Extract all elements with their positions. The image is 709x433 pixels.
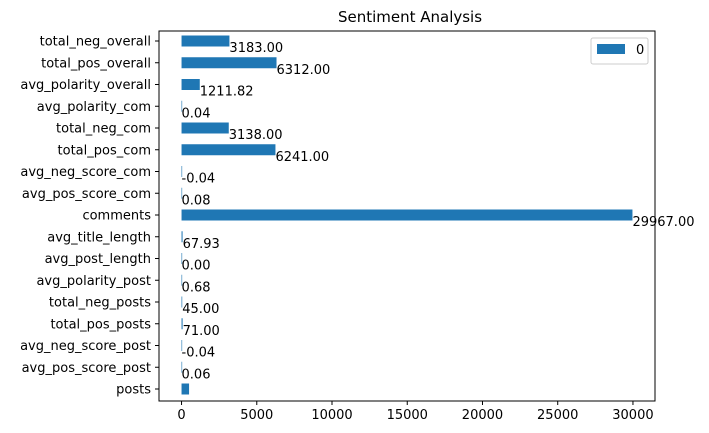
y-tick-label: total_pos_overall bbox=[41, 56, 151, 71]
y-tick-label: posts bbox=[116, 383, 151, 398]
bar-avg_polarity_post bbox=[181, 274, 183, 286]
legend-swatch bbox=[597, 44, 625, 54]
value-label: 6312.00 bbox=[277, 63, 331, 78]
legend: 0 bbox=[590, 37, 649, 65]
y-tick-label: avg_neg_score_com bbox=[20, 165, 151, 180]
y-tick-label: comments bbox=[82, 209, 151, 224]
bar-avg_neg_score_post bbox=[181, 340, 183, 351]
y-tick-label: avg_title_length bbox=[47, 230, 151, 245]
y-tick-label: avg_polarity_post bbox=[36, 274, 151, 289]
value-label: 67.93 bbox=[183, 237, 220, 252]
bar-avg_neg_score_com bbox=[181, 166, 183, 177]
value-label: 0.68 bbox=[182, 280, 211, 295]
bar-comments bbox=[181, 209, 633, 221]
x-tick-label: 20000 bbox=[462, 408, 503, 423]
y-axis-ticks: total_neg_overall total_pos_overall avg_po… bbox=[20, 35, 159, 398]
value-label: 45.00 bbox=[182, 302, 219, 317]
value-label: 6241.00 bbox=[275, 150, 329, 165]
x-tick-label: 10000 bbox=[311, 408, 352, 423]
y-tick-label: total_neg_com bbox=[56, 122, 151, 137]
bar-total_pos_posts bbox=[181, 318, 183, 330]
bar-avg_pos_score_post bbox=[181, 361, 183, 373]
bar-avg_polarity_overall bbox=[181, 79, 200, 90]
y-tick-label: total_neg_overall bbox=[40, 35, 151, 50]
y-tick-label: avg_post_length bbox=[45, 252, 151, 267]
bar-total_neg_com bbox=[181, 122, 229, 134]
value-labels-layer: 3183.00 6312.00 1211.82 0.04 3138.00 6241.00 -… bbox=[182, 41, 695, 382]
x-axis-ticks: 0 5000 10000 15000 20000 25000 30000 bbox=[177, 401, 654, 423]
y-tick-label: avg_pos_score_com bbox=[22, 187, 151, 202]
value-label: 1211.82 bbox=[200, 85, 254, 100]
y-tick-label: total_pos_posts bbox=[50, 317, 151, 332]
x-tick-label: 25000 bbox=[537, 408, 578, 423]
bar-avg_polarity_com bbox=[181, 100, 183, 112]
x-tick-label: 15000 bbox=[387, 408, 428, 423]
y-tick-label: avg_neg_score_post bbox=[20, 339, 151, 354]
bar-total_neg_overall bbox=[181, 35, 230, 47]
bar-avg_post_length bbox=[181, 253, 183, 264]
legend-label: 0 bbox=[636, 43, 644, 58]
plot-frame bbox=[158, 30, 656, 402]
x-tick-label: 5000 bbox=[240, 408, 273, 423]
value-label: 0.04 bbox=[182, 106, 211, 121]
bar-total_pos_overall bbox=[181, 57, 277, 69]
bar-posts bbox=[181, 383, 190, 395]
x-tick-label: 30000 bbox=[612, 408, 653, 423]
value-label: 0.08 bbox=[182, 193, 211, 208]
value-label: -0.04 bbox=[182, 172, 216, 187]
x-tick-label: 0 bbox=[177, 408, 185, 423]
value-label: 0.00 bbox=[182, 259, 211, 274]
value-label: 3138.00 bbox=[229, 128, 283, 143]
bar-avg_pos_score_com bbox=[181, 187, 183, 199]
y-tick-label: total_pos_com bbox=[58, 143, 151, 158]
value-label: 71.00 bbox=[183, 324, 220, 339]
value-label: 3183.00 bbox=[229, 41, 283, 56]
y-tick-label: total_neg_posts bbox=[49, 296, 151, 311]
bar-avg_title_length bbox=[181, 231, 183, 243]
bars-layer bbox=[181, 35, 633, 395]
y-tick-label: avg_polarity_overall bbox=[20, 78, 151, 93]
bar-total_pos_com bbox=[181, 144, 276, 156]
value-label: 29967.00 bbox=[632, 215, 694, 230]
value-label: -0.04 bbox=[182, 346, 216, 361]
value-label: 0.06 bbox=[182, 367, 211, 382]
bar-total_neg_posts bbox=[181, 296, 183, 308]
y-tick-label: avg_polarity_com bbox=[37, 100, 151, 115]
chart-title: Sentiment Analysis bbox=[338, 8, 482, 26]
y-tick-label: avg_pos_score_post bbox=[22, 361, 151, 376]
